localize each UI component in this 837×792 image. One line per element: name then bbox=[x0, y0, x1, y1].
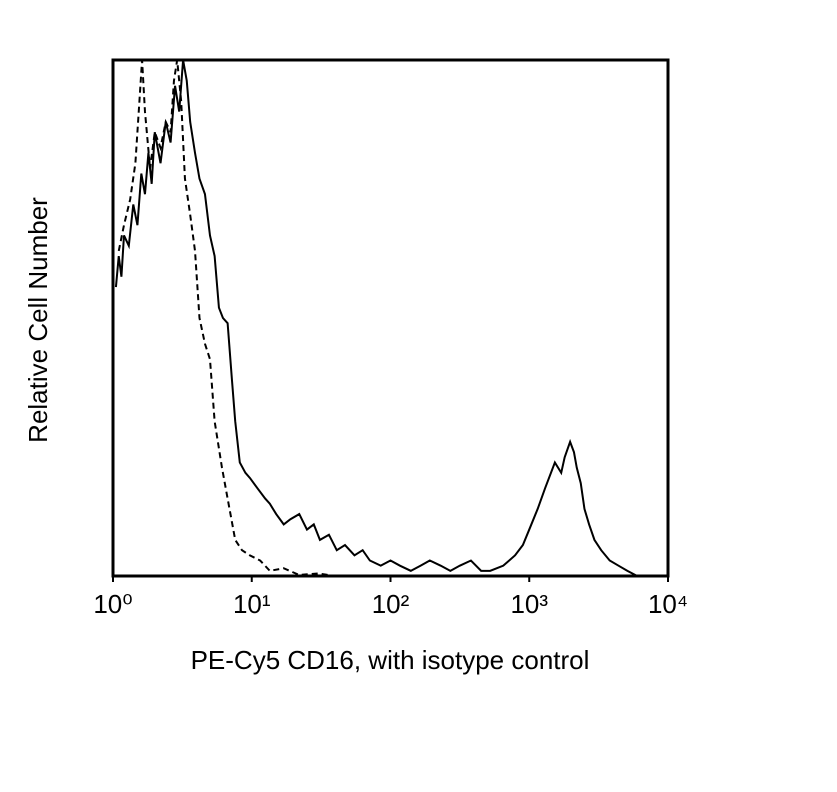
x-tick-label: 10⁰ bbox=[93, 589, 132, 619]
histogram-line bbox=[114, 60, 638, 576]
histogram-line bbox=[117, 60, 451, 576]
x-tick-label: 10² bbox=[372, 589, 410, 619]
plot-frame bbox=[111, 58, 670, 578]
x-tick-label: 10⁴ bbox=[648, 589, 688, 619]
plot-area bbox=[114, 60, 638, 576]
x-tick-label: 10¹ bbox=[233, 589, 271, 619]
x-axis-label: PE-Cy5 CD16, with isotype control bbox=[191, 645, 590, 675]
x-tick-label: 10³ bbox=[510, 589, 548, 619]
y-axis-label: Relative Cell Number bbox=[23, 197, 53, 443]
